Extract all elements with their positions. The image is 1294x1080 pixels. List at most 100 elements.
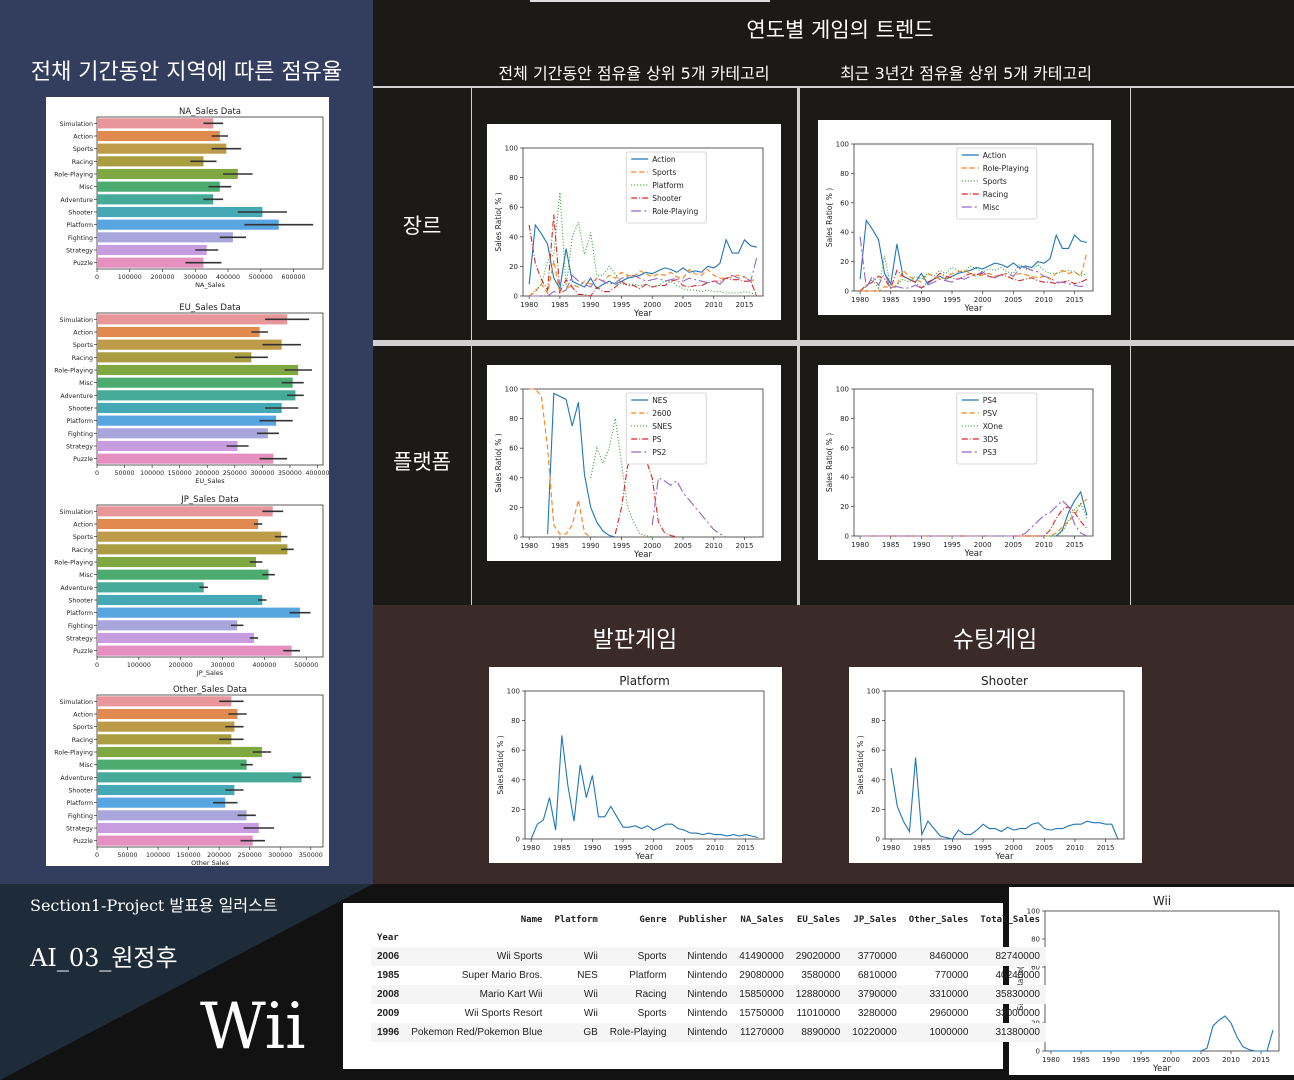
legend-label: Sports xyxy=(983,177,1007,186)
bar xyxy=(97,156,204,167)
series-line-action xyxy=(859,218,1088,286)
y-tick-label: Fighting xyxy=(68,235,93,242)
table-row: 1996 Pokemon Red/Pokemon Blue GB Role-Playi… xyxy=(371,1023,1046,1042)
y-tick-label: 0 xyxy=(845,533,849,541)
table-cell: 2960000 xyxy=(929,1008,969,1019)
table-cell: Nintendo xyxy=(672,947,734,966)
x-axis-label: NA_Sales xyxy=(195,281,225,289)
table-column-header: Platform xyxy=(554,915,598,925)
y-tick-label: Platform xyxy=(66,800,93,807)
x-tick-label: 2015 xyxy=(736,542,754,550)
platform-game-label: 발판게임 xyxy=(592,627,678,653)
x-tick-label: 1985 xyxy=(913,844,931,852)
bar xyxy=(97,244,207,256)
table-cell: 8890000 xyxy=(789,1023,847,1042)
legend-label: Misc xyxy=(983,203,1000,212)
bar xyxy=(97,130,220,142)
x-tick-label: 500000 xyxy=(249,274,273,281)
table-row-index: 1996 xyxy=(371,1023,406,1042)
x-axis-label: Other Sales xyxy=(191,859,229,866)
y-tick-label: 80 xyxy=(511,717,520,725)
series-line-shooter xyxy=(528,214,758,297)
y-tick-label: Sports xyxy=(73,146,93,153)
y-tick-label: 40 xyxy=(509,474,518,482)
x-tick-label: 2015 xyxy=(736,301,754,309)
x-tick-label: 2005 xyxy=(675,844,693,852)
y-axis-label: Sales Ratio( % ) xyxy=(494,433,503,492)
y-tick-label: 60 xyxy=(840,444,849,452)
bar xyxy=(97,326,260,338)
table-cell: 3790000 xyxy=(846,985,903,1004)
series-line-main xyxy=(1051,1015,1274,1052)
y-tick-label: 0 xyxy=(514,534,518,542)
y-tick-label: 0 xyxy=(845,288,849,296)
x-tick-label: 1995 xyxy=(613,301,631,309)
y-tick-label: Puzzle xyxy=(73,456,93,463)
bar xyxy=(97,734,232,745)
x-tick-label: 2000 xyxy=(645,844,663,852)
footer-subtitle: Section1-Project 발표용 일러스트 xyxy=(30,896,278,915)
x-tick-label: 2005 xyxy=(1035,844,1053,852)
y-tick-label: 100 xyxy=(867,688,880,696)
y-tick-label: Sports xyxy=(73,724,93,731)
legend-label: Shooter xyxy=(652,194,682,203)
series-line-nes xyxy=(547,392,616,538)
x-tick-label: 100000 xyxy=(140,470,164,477)
bar xyxy=(97,453,274,464)
table-column-header: Genre xyxy=(639,915,667,925)
legend-label: PSV xyxy=(983,409,998,418)
y-tick-label: 40 xyxy=(511,776,520,784)
table-cell: 35830000 xyxy=(974,985,1046,1004)
bar xyxy=(97,440,238,452)
table-cell: 15850000 xyxy=(733,985,790,1004)
x-axis-label: Year xyxy=(635,852,655,862)
x-tick-label: 250000 xyxy=(223,470,247,477)
series-line-role-playing xyxy=(529,257,758,297)
x-axis-label: Year xyxy=(995,852,1015,862)
table-cell: 10220000 xyxy=(846,1023,903,1042)
x-tick-label: 2005 xyxy=(1004,296,1022,304)
y-tick-label: Platform xyxy=(66,610,93,617)
table-cell: 15750000 xyxy=(739,1008,784,1019)
x-tick-label: 200000 xyxy=(150,274,174,281)
bar-chart-frame xyxy=(96,504,324,658)
y-tick-label: 20 xyxy=(840,503,849,511)
x-tick-label: 400000 xyxy=(252,662,276,669)
y-tick-label: 80 xyxy=(840,415,849,423)
top-games-table: Name Platform Genre Publisher NA_Sales EU_Sal… xyxy=(371,911,1046,1042)
y-tick-label: 60 xyxy=(509,204,518,212)
table-header-blank xyxy=(974,929,1046,947)
table-header-blank xyxy=(733,929,790,947)
y-tick-label: Simulation xyxy=(59,509,93,516)
table-index-name-row: Year xyxy=(371,929,1046,947)
table-header-blank xyxy=(604,929,673,947)
x-axis-label: Year xyxy=(633,309,653,319)
y-tick-label: 20 xyxy=(511,806,520,814)
series-line-sports xyxy=(859,255,1088,292)
bar xyxy=(97,518,259,530)
bar xyxy=(97,556,257,568)
x-tick-label: 2015 xyxy=(1252,1056,1270,1064)
y-tick-label: 40 xyxy=(509,233,518,241)
table-row: 2006 Wii Sports Wii Sports Nintendo 41490000 2… xyxy=(371,947,1046,966)
table-cell: 33000000 xyxy=(995,1008,1041,1019)
x-tick-label: 1985 xyxy=(882,541,900,549)
x-tick-label: 1995 xyxy=(613,542,631,550)
x-tick-label: 1980 xyxy=(882,844,900,852)
x-tick-label: 2010 xyxy=(705,301,723,309)
x-tick-label: 2005 xyxy=(674,301,692,309)
table-cell: 770000 xyxy=(935,970,969,981)
y-tick-label: 0 xyxy=(876,836,880,844)
x-tick-label: 1990 xyxy=(582,542,600,550)
x-tick-label: 1995 xyxy=(943,541,961,549)
y-tick-label: Fighting xyxy=(68,431,93,438)
x-tick-label: 150000 xyxy=(177,852,201,859)
table-cell: 1000000 xyxy=(902,1023,975,1042)
legend-label: Action xyxy=(652,155,676,164)
bar xyxy=(97,569,269,580)
y-tick-label: 40 xyxy=(840,474,849,482)
table-header-blank xyxy=(548,929,603,947)
table-column-header: JP_Sales xyxy=(853,915,897,925)
y-tick-label: Platform xyxy=(66,222,93,229)
y-tick-label: 0 xyxy=(1036,1048,1040,1056)
